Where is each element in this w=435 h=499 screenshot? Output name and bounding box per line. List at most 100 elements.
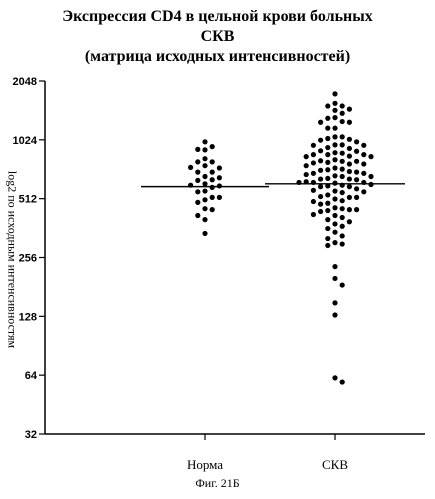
data-point: [347, 195, 352, 200]
data-point: [202, 156, 207, 161]
data-point: [318, 138, 323, 143]
data-point: [195, 147, 200, 152]
data-point: [195, 170, 200, 175]
data-point: [325, 116, 330, 121]
data-point: [304, 154, 309, 159]
data-point: [325, 126, 330, 131]
data-point: [210, 195, 215, 200]
data-point: [202, 217, 207, 222]
y-tick-label: 2048: [13, 76, 37, 88]
data-point: [332, 312, 337, 317]
data-point: [332, 276, 337, 281]
data-point: [347, 219, 352, 224]
data-point: [332, 196, 337, 201]
data-point: [340, 206, 345, 211]
data-point: [332, 173, 337, 178]
data-point: [368, 174, 373, 179]
data-point: [332, 142, 337, 147]
data-point: [340, 215, 345, 220]
data-point: [311, 152, 316, 157]
data-point: [332, 300, 337, 305]
data-point: [195, 159, 200, 164]
data-point: [340, 167, 345, 172]
data-point: [318, 120, 323, 125]
data-point: [340, 119, 345, 124]
y-tick-label: 128: [19, 311, 37, 323]
data-point: [361, 189, 366, 194]
data-point: [311, 160, 316, 165]
data-point: [361, 143, 366, 148]
data-point: [340, 379, 345, 384]
data-point: [325, 217, 330, 222]
data-point: [325, 192, 330, 197]
data-point: [368, 154, 373, 159]
data-point: [347, 137, 352, 142]
data-point: [325, 176, 330, 181]
data-point: [325, 243, 330, 248]
data-point: [332, 240, 337, 245]
data-point: [361, 171, 366, 176]
data-point: [210, 159, 215, 164]
data-point: [332, 188, 337, 193]
data-point: [318, 158, 323, 163]
data-point: [332, 126, 337, 131]
data-point: [188, 165, 193, 170]
data-point: [311, 171, 316, 176]
data-point: [347, 176, 352, 181]
data-point: [340, 151, 345, 156]
data-point: [354, 177, 359, 182]
data-point: [340, 198, 345, 203]
data-point: [217, 183, 222, 188]
data-point: [195, 213, 200, 218]
data-point: [202, 188, 207, 193]
data-point: [210, 207, 215, 212]
data-point: [340, 134, 345, 139]
data-point: [354, 139, 359, 144]
data-point: [340, 190, 345, 195]
data-point: [347, 161, 352, 166]
data-point: [332, 108, 337, 113]
y-tick-label: 1024: [13, 135, 38, 147]
data-point: [332, 157, 337, 162]
data-point: [318, 168, 323, 173]
data-point: [325, 136, 330, 141]
data-point: [354, 207, 359, 212]
data-point: [325, 152, 330, 157]
data-point: [202, 181, 207, 186]
data-point: [325, 201, 330, 206]
data-point: [340, 241, 345, 246]
data-point: [347, 184, 352, 189]
data-point: [332, 150, 337, 155]
data-point: [347, 154, 352, 159]
data-point: [318, 202, 323, 207]
data-point: [340, 159, 345, 164]
data-point: [318, 184, 323, 189]
y-axis-label: log2 по исходным интенсивностям: [5, 160, 20, 360]
data-point: [354, 149, 359, 154]
data-point: [340, 224, 345, 229]
data-point: [340, 174, 345, 179]
data-point: [354, 186, 359, 191]
data-point: [304, 172, 309, 177]
data-point: [340, 233, 345, 238]
data-point: [311, 143, 316, 148]
data-point: [210, 185, 215, 190]
data-point: [354, 195, 359, 200]
data-point: [318, 209, 323, 214]
data-point: [332, 230, 337, 235]
data-point: [202, 147, 207, 152]
data-point: [195, 200, 200, 205]
data-point: [195, 178, 200, 183]
data-point: [347, 107, 352, 112]
data-point: [217, 165, 222, 170]
data-point: [325, 145, 330, 150]
data-point: [325, 208, 330, 213]
data-point: [217, 175, 222, 180]
data-point: [347, 207, 352, 212]
data-point: [202, 231, 207, 236]
data-point: [318, 176, 323, 181]
data-point: [354, 159, 359, 164]
data-point: [311, 199, 316, 204]
data-point: [361, 152, 366, 157]
data-point: [318, 194, 323, 199]
